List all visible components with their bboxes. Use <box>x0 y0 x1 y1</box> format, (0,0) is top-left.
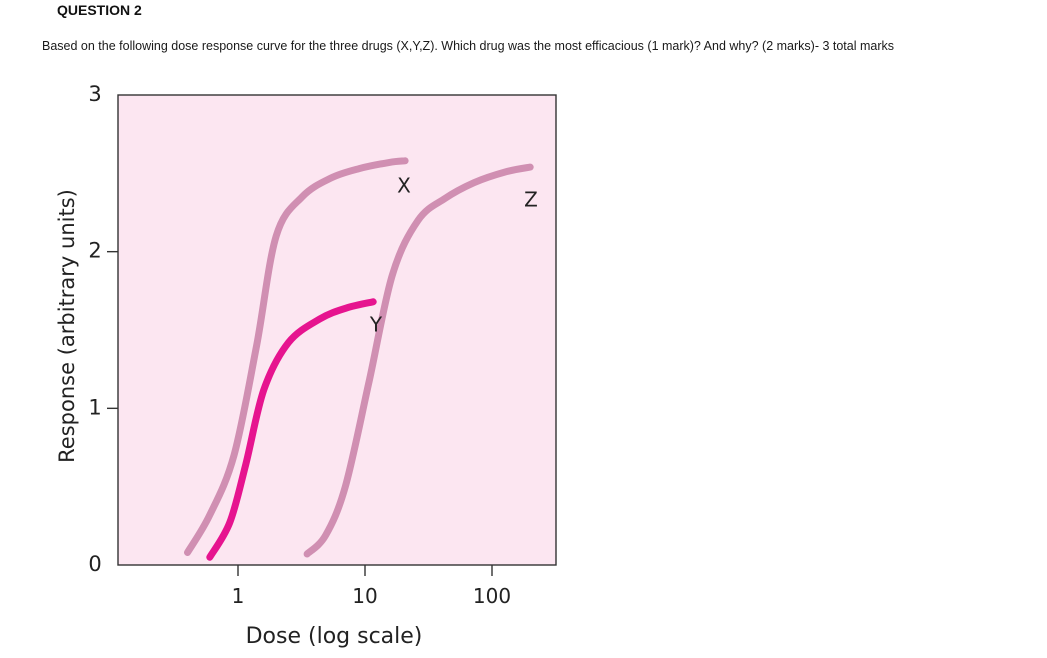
x-tick-label: 1 <box>232 584 245 608</box>
x-tick-label: 10 <box>352 584 377 608</box>
series-label-x: X <box>397 174 411 198</box>
y-tick-label: 2 <box>88 239 101 263</box>
y-tick-label: 0 <box>88 552 101 576</box>
y-tick-label: 1 <box>88 395 101 419</box>
question-text: Based on the following dose response cur… <box>42 39 895 53</box>
series-labels-layer: X Y Z <box>369 174 538 337</box>
curves-layer <box>184 157 534 561</box>
plot-area <box>117 94 557 566</box>
x-tick-label: 100 <box>473 584 511 608</box>
y-axis: 0 1 2 3 <box>88 82 118 576</box>
y-axis-label: Response (arbitrary units) <box>55 189 79 463</box>
x-axis-label: Dose (log scale) <box>246 624 423 649</box>
y-tick-label: 3 <box>88 82 101 106</box>
series-label-z: Z <box>524 188 538 212</box>
curve-y <box>206 298 377 561</box>
curve-z <box>303 163 534 558</box>
curve-x <box>184 157 409 556</box>
x-axis: 1 10 100 <box>232 565 511 608</box>
series-label-y: Y <box>369 313 383 337</box>
question-title: QUESTION 2 <box>57 2 142 18</box>
